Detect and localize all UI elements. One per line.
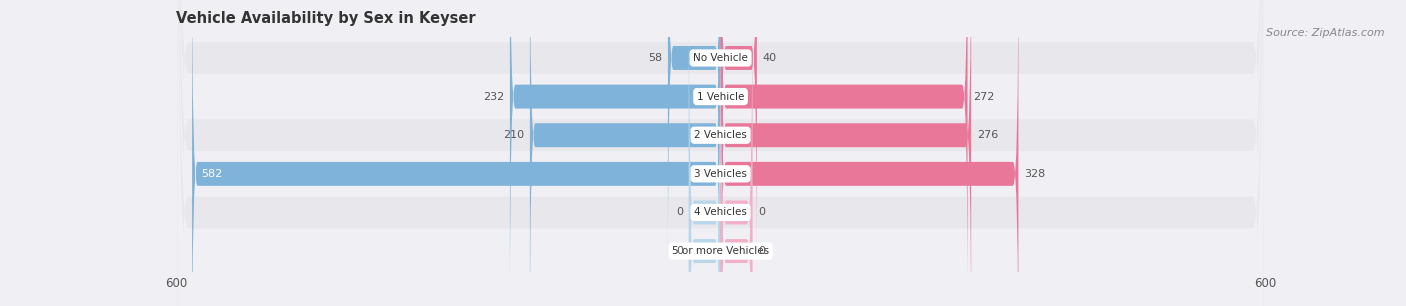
FancyBboxPatch shape <box>721 0 967 306</box>
FancyBboxPatch shape <box>721 0 752 306</box>
FancyBboxPatch shape <box>530 0 721 306</box>
Text: 58: 58 <box>648 53 662 63</box>
Text: Vehicle Availability by Sex in Keyser: Vehicle Availability by Sex in Keyser <box>176 11 475 26</box>
Text: 2 Vehicles: 2 Vehicles <box>695 130 747 140</box>
Text: 3 Vehicles: 3 Vehicles <box>695 169 747 179</box>
FancyBboxPatch shape <box>177 0 1264 306</box>
FancyBboxPatch shape <box>721 0 1018 306</box>
FancyBboxPatch shape <box>177 0 1264 306</box>
FancyBboxPatch shape <box>689 31 721 306</box>
Text: 0: 0 <box>758 207 765 218</box>
FancyBboxPatch shape <box>689 0 721 306</box>
FancyBboxPatch shape <box>177 0 1264 306</box>
Text: 328: 328 <box>1024 169 1045 179</box>
FancyBboxPatch shape <box>510 0 721 306</box>
Text: 0: 0 <box>758 246 765 256</box>
Text: Source: ZipAtlas.com: Source: ZipAtlas.com <box>1267 28 1385 38</box>
Text: 1 Vehicle: 1 Vehicle <box>697 91 744 102</box>
Text: 0: 0 <box>676 246 683 256</box>
FancyBboxPatch shape <box>668 0 721 278</box>
Text: 276: 276 <box>977 130 998 140</box>
Text: 40: 40 <box>762 53 776 63</box>
FancyBboxPatch shape <box>177 0 1264 306</box>
FancyBboxPatch shape <box>721 0 756 278</box>
Text: 4 Vehicles: 4 Vehicles <box>695 207 747 218</box>
Text: 582: 582 <box>201 169 222 179</box>
FancyBboxPatch shape <box>721 0 972 306</box>
Text: 210: 210 <box>503 130 524 140</box>
Text: No Vehicle: No Vehicle <box>693 53 748 63</box>
FancyBboxPatch shape <box>193 0 721 306</box>
Text: 272: 272 <box>973 91 994 102</box>
Text: 5 or more Vehicles: 5 or more Vehicles <box>672 246 769 256</box>
Text: 0: 0 <box>676 207 683 218</box>
Text: 232: 232 <box>484 91 505 102</box>
FancyBboxPatch shape <box>177 0 1264 306</box>
FancyBboxPatch shape <box>177 0 1264 306</box>
FancyBboxPatch shape <box>721 31 752 306</box>
